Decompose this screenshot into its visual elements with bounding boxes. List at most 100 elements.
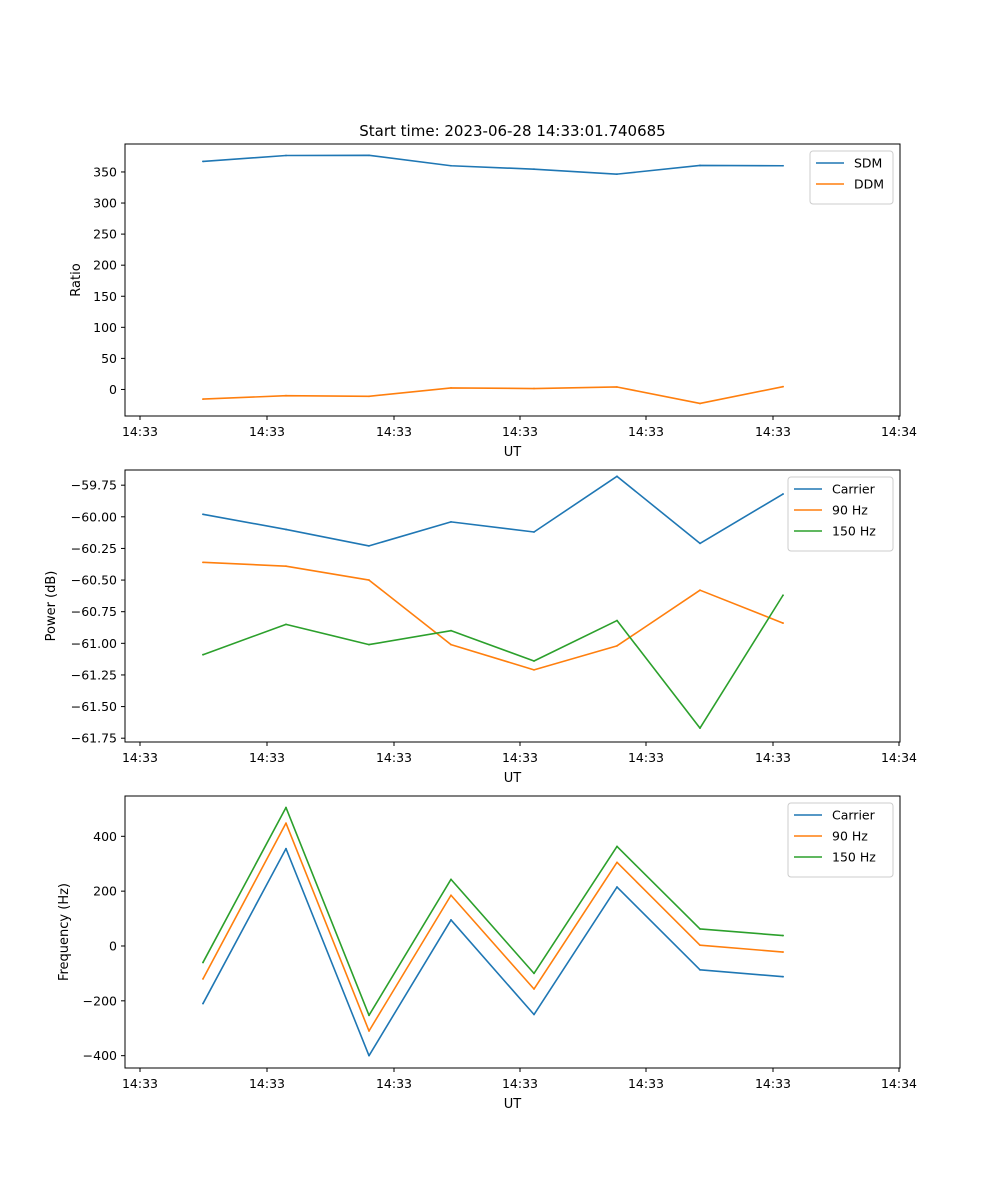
- figure-title: Start time: 2023-06-28 14:33:01.740685: [359, 122, 665, 140]
- y-tick-label: 200: [93, 258, 117, 273]
- x-tick-label: 14:33: [755, 750, 791, 765]
- series-line-carrier: [202, 847, 784, 1057]
- data-point-150-hz: [782, 594, 784, 597]
- data-point-90-hz: [699, 589, 701, 592]
- x-tick-label: 14:33: [249, 424, 285, 439]
- data-point-carrier: [202, 1002, 204, 1005]
- y-tick-label: −60.00: [71, 509, 117, 524]
- data-point-90-hz: [202, 977, 204, 980]
- y-tick-label: 0: [109, 382, 117, 397]
- data-point-90-hz: [450, 894, 452, 897]
- data-point-ddm: [616, 386, 618, 388]
- x-tick-label: 14:33: [628, 1076, 664, 1091]
- series-line-90-hz: [202, 822, 784, 1032]
- legend-label: 90 Hz: [832, 829, 868, 844]
- y-tick-label: 150: [93, 289, 117, 304]
- plot-area-frame: [124, 143, 901, 417]
- x-tick-label: 14:33: [122, 1076, 158, 1091]
- y-tick-label: 100: [93, 320, 117, 335]
- data-point-ddm: [285, 394, 287, 397]
- data-point-sdm: [699, 164, 701, 167]
- y-tick-label: −60.50: [71, 573, 117, 588]
- legend-box: [787, 476, 894, 552]
- x-axis-label: UT: [504, 771, 522, 786]
- data-point-90-hz: [285, 565, 287, 568]
- data-point-carrier: [450, 919, 452, 921]
- data-point-90-hz: [368, 579, 370, 581]
- data-point-150-hz: [450, 878, 452, 881]
- data-point-150-hz: [202, 653, 204, 656]
- x-tick-label: 14:34: [881, 1076, 917, 1091]
- data-point-90-hz: [782, 622, 784, 624]
- legend-label: 150 Hz: [832, 850, 876, 865]
- data-point-carrier: [533, 1013, 535, 1016]
- data-point-150-hz: [699, 727, 701, 729]
- x-tick-label: 14:33: [628, 424, 664, 439]
- series-line-sdm: [202, 154, 784, 175]
- data-point-150-hz: [202, 961, 204, 964]
- data-point-ddm: [202, 398, 204, 400]
- plot-area-frame: [124, 795, 901, 1069]
- y-tick-label: −60.25: [71, 541, 117, 556]
- data-point-carrier: [616, 475, 618, 478]
- legend-label: 150 Hz: [832, 524, 876, 539]
- x-tick-label: 14:33: [502, 750, 538, 765]
- x-tick-label: 14:33: [376, 750, 412, 765]
- data-point-ddm: [368, 395, 370, 398]
- data-point-carrier: [533, 531, 535, 533]
- y-tick-label: −61.00: [71, 636, 117, 651]
- y-tick-label: −61.25: [71, 667, 117, 682]
- plot-area-frame: [124, 469, 901, 743]
- legend-label: Carrier: [832, 808, 876, 823]
- y-tick-label: 350: [93, 164, 117, 179]
- y-tick-label: 50: [101, 351, 117, 366]
- legend-label: SDM: [854, 156, 882, 171]
- data-point-carrier: [782, 493, 784, 495]
- y-tick-label: 250: [93, 227, 117, 242]
- y-axis-label: Ratio: [69, 263, 84, 296]
- data-point-carrier: [699, 542, 701, 545]
- legend-label: 90 Hz: [832, 503, 868, 518]
- data-point-sdm: [450, 164, 452, 167]
- x-tick-label: 14:34: [881, 750, 917, 765]
- data-point-90-hz: [616, 861, 618, 864]
- x-tick-label: 14:33: [502, 424, 538, 439]
- legend-label: Carrier: [832, 482, 876, 497]
- data-point-150-hz: [285, 623, 287, 626]
- legend-label: DDM: [854, 177, 884, 192]
- data-point-150-hz: [533, 972, 535, 975]
- data-point-90-hz: [533, 668, 535, 671]
- data-point-150-hz: [533, 660, 535, 662]
- data-point-carrier: [368, 1054, 370, 1057]
- y-tick-label: −200: [83, 993, 117, 1008]
- data-point-ddm: [699, 402, 701, 405]
- data-point-150-hz: [368, 1014, 370, 1017]
- data-point-carrier: [202, 513, 204, 516]
- x-tick-label: 14:33: [628, 750, 664, 765]
- x-tick-label: 14:33: [376, 1076, 412, 1091]
- x-tick-label: 14:33: [755, 1076, 791, 1091]
- series-line-90-hz: [202, 561, 784, 671]
- data-point-90-hz: [202, 561, 204, 564]
- data-point-150-hz: [782, 934, 784, 937]
- y-axis-label: Power (dB): [44, 571, 59, 642]
- data-point-sdm: [202, 160, 204, 163]
- y-tick-label: 400: [93, 829, 117, 844]
- data-point-ddm: [533, 387, 535, 390]
- data-point-carrier: [368, 545, 370, 547]
- data-point-carrier: [699, 968, 701, 971]
- data-point-carrier: [450, 520, 452, 523]
- chart-panel-2: 14:33 14:33 14:33 14:33 14:33 14:33 14:34 −61.7…: [44, 469, 917, 786]
- y-axis-label: Frequency (Hz): [57, 883, 72, 981]
- data-point-90-hz: [533, 988, 535, 990]
- y-tick-label: 300: [93, 196, 117, 211]
- data-point-sdm: [616, 173, 618, 176]
- x-tick-label: 14:34: [881, 424, 917, 439]
- chart-panel-3: 14:33 14:33 14:33 14:33 14:33 14:33 14:34 −400 −…: [57, 795, 917, 1112]
- data-point-90-hz: [699, 944, 701, 947]
- x-tick-label: 14:33: [249, 1076, 285, 1091]
- y-tick-label: −61.75: [71, 731, 117, 746]
- data-point-sdm: [285, 154, 287, 157]
- data-point-150-hz: [285, 806, 287, 809]
- x-tick-label: 14:33: [249, 750, 285, 765]
